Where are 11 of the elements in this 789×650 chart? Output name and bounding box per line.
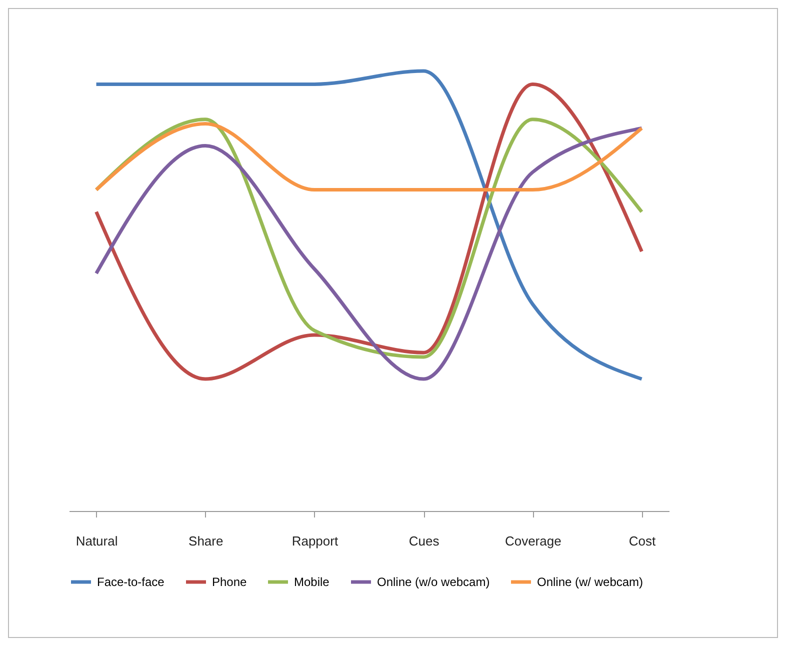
- x-tick-label: Coverage: [504, 534, 562, 548]
- x-tick-label: Rapport: [292, 534, 338, 548]
- x-tick-label: Cost: [628, 534, 656, 548]
- legend-label: Face-to-face: [97, 575, 165, 589]
- legend-label: Mobile: [294, 575, 330, 589]
- legend-label: Online (w/o webcam): [377, 575, 490, 589]
- x-tick-label: Share: [188, 534, 224, 548]
- x-tick-label: Cues: [408, 534, 440, 548]
- legend-label: Online (w/ webcam): [537, 575, 644, 589]
- legend-label: Phone: [212, 575, 248, 589]
- x-tick-label: Natural: [76, 534, 118, 548]
